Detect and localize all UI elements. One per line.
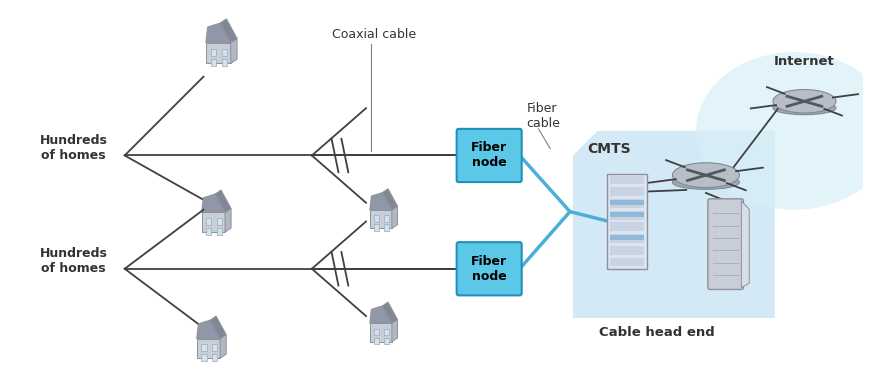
Polygon shape — [573, 131, 775, 318]
Polygon shape — [220, 335, 226, 358]
Polygon shape — [220, 19, 237, 43]
Text: Fiber
node: Fiber node — [471, 141, 507, 169]
Text: Hundreds
of homes: Hundreds of homes — [39, 134, 108, 162]
Polygon shape — [196, 320, 220, 338]
Polygon shape — [206, 43, 230, 63]
Polygon shape — [375, 224, 379, 231]
Polygon shape — [375, 338, 379, 344]
Polygon shape — [370, 210, 392, 229]
Polygon shape — [370, 323, 392, 342]
Polygon shape — [210, 316, 226, 338]
Text: Fiber
cable: Fiber cable — [527, 102, 561, 130]
FancyBboxPatch shape — [708, 199, 743, 289]
Polygon shape — [202, 354, 207, 361]
Ellipse shape — [673, 175, 740, 189]
Polygon shape — [384, 224, 389, 231]
Polygon shape — [370, 306, 392, 323]
FancyBboxPatch shape — [457, 129, 521, 182]
Polygon shape — [375, 329, 379, 335]
Text: Fiber
node: Fiber node — [471, 255, 507, 283]
Polygon shape — [610, 212, 644, 217]
Text: Hundreds
of homes: Hundreds of homes — [39, 247, 108, 275]
Polygon shape — [215, 190, 231, 212]
FancyBboxPatch shape — [457, 242, 521, 295]
Polygon shape — [230, 39, 237, 63]
Polygon shape — [610, 235, 644, 240]
Polygon shape — [206, 23, 230, 43]
Polygon shape — [375, 215, 379, 222]
Polygon shape — [202, 344, 207, 352]
Text: Coaxial cable: Coaxial cable — [332, 28, 415, 41]
Polygon shape — [610, 223, 644, 231]
Polygon shape — [384, 329, 389, 335]
Polygon shape — [610, 258, 644, 266]
Polygon shape — [384, 338, 389, 344]
Polygon shape — [741, 201, 749, 288]
Polygon shape — [212, 354, 217, 361]
Polygon shape — [382, 302, 397, 323]
Polygon shape — [610, 200, 644, 205]
Text: Internet: Internet — [774, 55, 835, 68]
Ellipse shape — [773, 101, 836, 115]
Polygon shape — [610, 234, 644, 243]
Polygon shape — [392, 319, 397, 342]
Ellipse shape — [696, 52, 869, 210]
Polygon shape — [217, 218, 222, 225]
Polygon shape — [610, 246, 644, 255]
Polygon shape — [610, 211, 644, 220]
Polygon shape — [610, 199, 644, 208]
Polygon shape — [222, 59, 228, 66]
Polygon shape — [217, 228, 222, 235]
Polygon shape — [196, 338, 220, 358]
FancyBboxPatch shape — [607, 174, 647, 269]
Text: CMTS: CMTS — [587, 142, 631, 156]
Polygon shape — [225, 208, 231, 232]
Polygon shape — [222, 49, 228, 56]
Polygon shape — [610, 176, 644, 184]
Polygon shape — [202, 212, 225, 232]
Polygon shape — [212, 344, 217, 352]
Polygon shape — [206, 228, 211, 235]
Ellipse shape — [773, 89, 836, 113]
Polygon shape — [211, 59, 216, 66]
Polygon shape — [384, 215, 389, 222]
Polygon shape — [202, 194, 225, 212]
Text: Cable head end: Cable head end — [599, 326, 714, 339]
Polygon shape — [206, 218, 211, 225]
Polygon shape — [370, 193, 392, 210]
Polygon shape — [392, 206, 397, 229]
Polygon shape — [610, 187, 644, 196]
Polygon shape — [382, 189, 397, 210]
Polygon shape — [211, 49, 216, 56]
Ellipse shape — [673, 163, 740, 188]
